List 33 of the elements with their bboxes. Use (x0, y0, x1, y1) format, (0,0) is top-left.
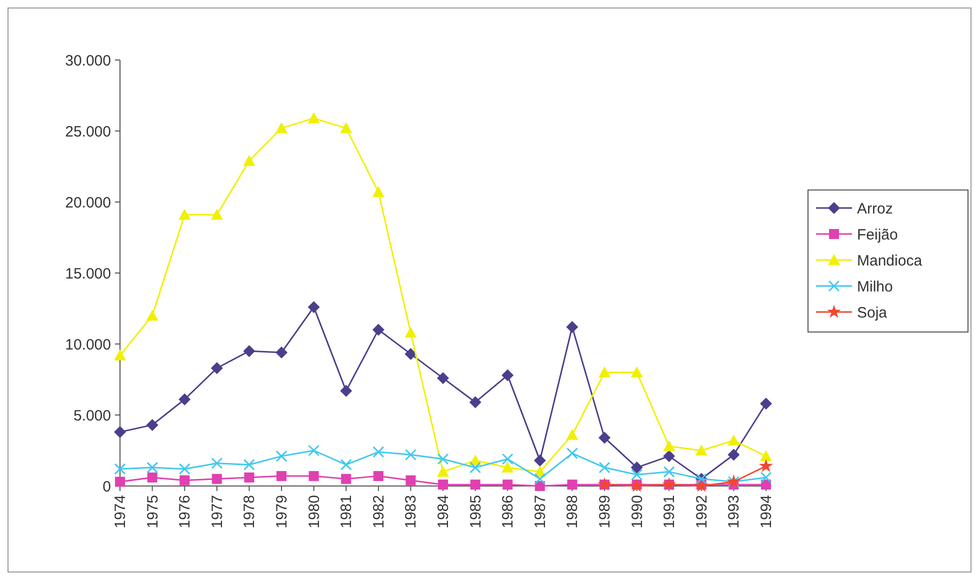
legend-label: Feijão (857, 226, 898, 244)
x-tick-label: 1984 (435, 495, 452, 528)
y-tick-label: 25.000 (65, 123, 111, 140)
y-tick-label: 10.000 (65, 336, 111, 354)
x-tick-label: 1990 (628, 495, 646, 528)
x-tick-label: 1979 (274, 495, 290, 528)
x-tick-label: 1985 (467, 495, 484, 528)
y-tick-label: 20.000 (65, 194, 111, 212)
legend-label: Arroz (857, 200, 893, 218)
x-tick-label: 1993 (726, 495, 743, 528)
y-tick-label: 30.000 (65, 52, 111, 70)
y-tick-label: 15.000 (65, 265, 111, 282)
x-tick-label: 1982 (370, 495, 388, 528)
y-tick-label: 0 (102, 478, 111, 496)
x-tick-label: 1977 (208, 495, 226, 528)
x-tick-label: 1980 (306, 495, 323, 528)
x-tick-label: 1994 (758, 495, 775, 528)
x-tick-label: 1976 (176, 495, 194, 528)
x-tick-label: 1983 (402, 495, 420, 528)
legend-label: Milho (857, 278, 893, 296)
x-tick-label: 1978 (241, 495, 258, 528)
x-tick-label: 1991 (661, 495, 678, 528)
x-tick-label: 1974 (112, 495, 129, 528)
x-tick-label: 1987 (532, 495, 549, 528)
x-tick-label: 1986 (500, 495, 517, 528)
legend-label: Mandioca (857, 252, 923, 270)
x-tick-label: 1981 (338, 495, 356, 528)
y-tick-label: 5.000 (73, 407, 111, 424)
legend-label: Soja (857, 304, 888, 322)
x-tick-label: 1989 (596, 495, 614, 528)
x-tick-label: 1992 (693, 495, 710, 528)
x-tick-label: 1975 (144, 495, 162, 528)
x-tick-label: 1988 (564, 495, 582, 528)
